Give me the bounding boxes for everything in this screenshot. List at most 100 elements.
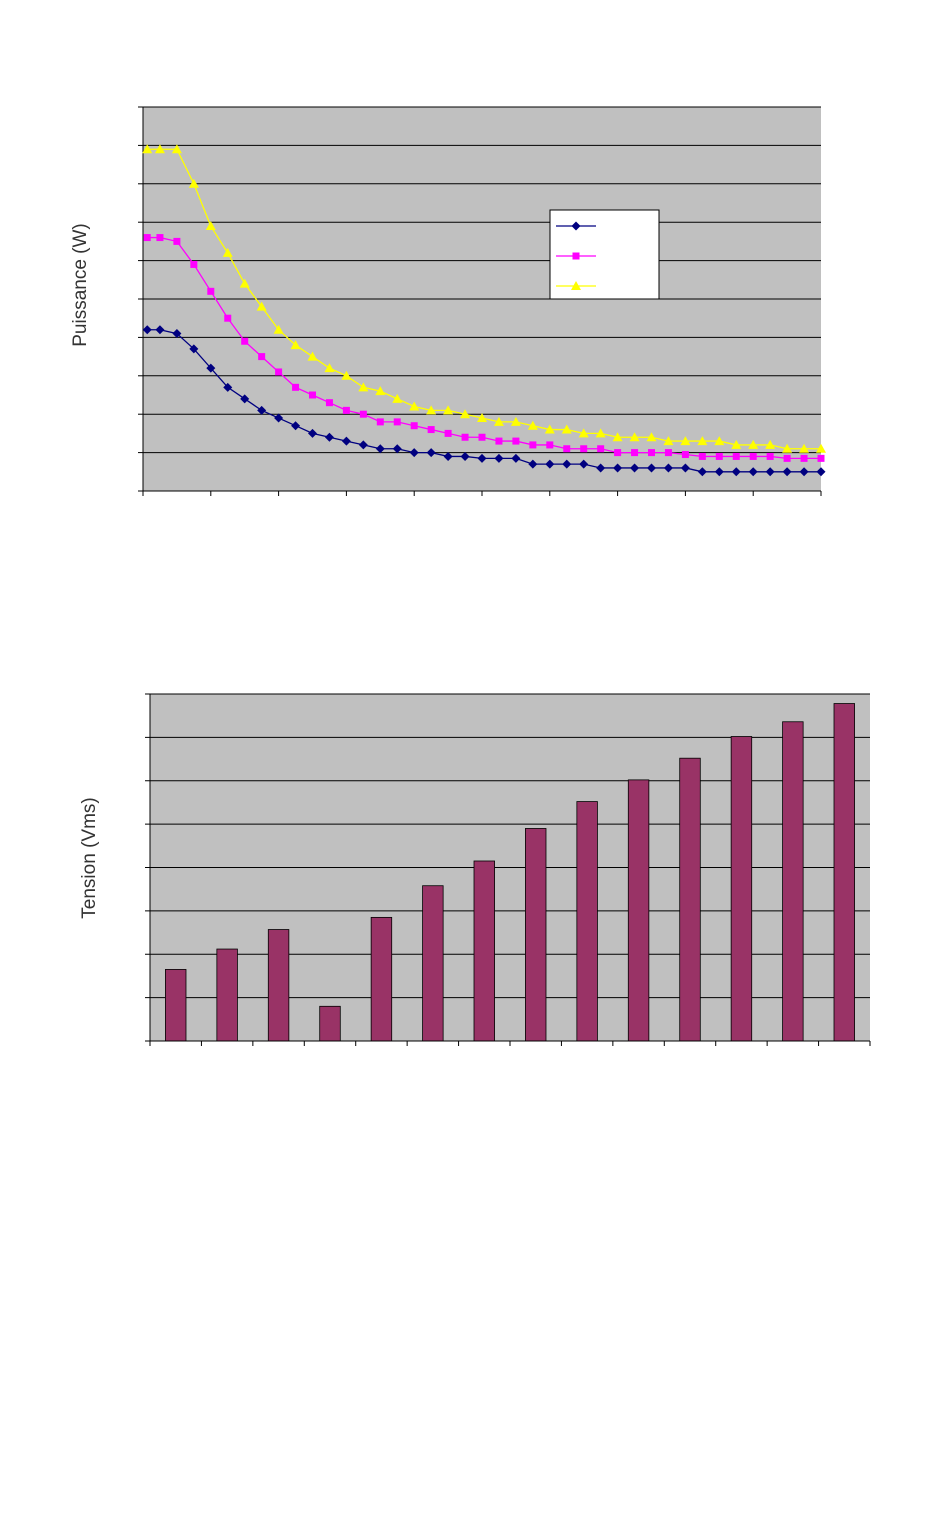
- chart1-data-point: [172, 329, 182, 339]
- chart1-series-2: [143, 234, 825, 462]
- chart1-data-point: [409, 401, 420, 411]
- chart1-data-point: [224, 314, 232, 322]
- chart1-data-point: [426, 405, 437, 415]
- chart1-data-point: [222, 247, 233, 257]
- chart1-data-point: [171, 144, 182, 154]
- chart1-data-point: [648, 449, 655, 457]
- chart1-data-point: [561, 424, 572, 434]
- chart1-data-point: [143, 234, 151, 242]
- chart1-data-point: [578, 428, 589, 438]
- chart1-data-point: [188, 178, 199, 188]
- chart1-data-point: [597, 445, 605, 453]
- chart1-data-point: [325, 399, 333, 407]
- chart1-data-point: [290, 340, 301, 350]
- chart1-data-point: [240, 394, 250, 404]
- chart1-series-1: [142, 325, 826, 477]
- chart2-bar: [782, 721, 804, 1042]
- chart1-data-point: [765, 439, 776, 449]
- chart1-data-point: [156, 234, 164, 242]
- chart1-data-point: [546, 441, 554, 449]
- chart1-data-point: [714, 467, 724, 477]
- chart1-data-point: [173, 237, 181, 245]
- chart1-data-point: [563, 445, 571, 453]
- chart1-data-point: [444, 429, 452, 437]
- chart1-data-point: [410, 422, 418, 430]
- chart1-data-point: [614, 449, 622, 457]
- chart1-data-point: [341, 370, 352, 380]
- chart2-bar: [216, 948, 238, 1042]
- chart2-bar: [473, 860, 495, 1042]
- chart1-data-point: [732, 452, 740, 460]
- chart1-data-point: [664, 449, 672, 457]
- chart1-data-point: [358, 382, 369, 392]
- chart1-data-point: [461, 433, 469, 441]
- chart1-data-point: [646, 432, 657, 442]
- chart1-data-point: [460, 451, 470, 461]
- chart1-data-point: [697, 467, 707, 477]
- chart1-data-point: [393, 418, 401, 426]
- chart1-data-point: [376, 418, 384, 426]
- chart1-data-point: [816, 443, 826, 453]
- chart1-data-point: [714, 436, 725, 446]
- chart2-bar: [576, 801, 598, 1042]
- chart1-data-point: [409, 448, 419, 458]
- chart1-data-point: [663, 436, 674, 446]
- chart1-data-point: [460, 409, 471, 419]
- chart1-data-point: [783, 454, 791, 462]
- chart1-data-point: [155, 325, 165, 335]
- chart1-data-point: [359, 410, 367, 418]
- chart1-data-point: [443, 451, 453, 461]
- chart1-data-point: [580, 445, 588, 453]
- chart1-data-point: [324, 432, 334, 442]
- power-line-chart: Puissance (W): [70, 106, 826, 496]
- chart1-data-point: [256, 301, 267, 311]
- chart1-data-point: [715, 452, 723, 460]
- chart1-legend-entries: [556, 221, 596, 290]
- chart1-data-point: [816, 467, 826, 477]
- chart1-data-point: [477, 453, 487, 463]
- chart1-data-point: [562, 459, 572, 469]
- chart1-data-point: [274, 413, 284, 423]
- chart1-data-point: [494, 453, 504, 463]
- chart1-legend-marker: [571, 281, 581, 290]
- chart1-data-point: [392, 444, 402, 454]
- chart1-data-point: [190, 260, 198, 268]
- chart1-data-point: [291, 421, 301, 431]
- chart2-bar: [422, 885, 444, 1042]
- chart1-data-point: [275, 368, 283, 376]
- chart1-data-point: [241, 337, 249, 345]
- chart1-data-point: [647, 463, 656, 473]
- chart1-data-point: [273, 324, 284, 334]
- chart1-data-point: [358, 440, 368, 450]
- chart1-data-point: [142, 144, 153, 154]
- chart1-data-point: [748, 467, 758, 477]
- chart1-data-point: [307, 351, 318, 361]
- chart1-data-point: [527, 420, 538, 430]
- chart1-series: [142, 144, 826, 477]
- chart1-data-point: [205, 221, 216, 231]
- chart1-data-point: [427, 426, 435, 434]
- chart1-data-point: [680, 463, 690, 473]
- chart1-data-point: [510, 416, 521, 426]
- chart1-data-point: [663, 463, 673, 473]
- chart1-series-3: [142, 144, 826, 453]
- chart1-legend-entry: [556, 281, 596, 290]
- chart1-data-point: [189, 344, 199, 354]
- chart1-axes: [138, 106, 822, 496]
- chart1-legend-marker: [572, 252, 580, 260]
- chart1-data-point: [544, 424, 555, 434]
- chart1-legend-box: [549, 209, 660, 300]
- chart1-data-point: [631, 449, 639, 457]
- chart1-data-point: [324, 363, 335, 373]
- chart1-data-point: [749, 452, 757, 460]
- chart2-bars: [165, 703, 855, 1042]
- chart1-data-point: [748, 439, 759, 449]
- chart1-data-point: [426, 448, 436, 458]
- chart2-bar: [833, 703, 855, 1042]
- chart1-data-point: [493, 416, 504, 426]
- chart1-data-point: [681, 451, 689, 459]
- chart1-data-point: [154, 144, 165, 154]
- chart1-data-point: [731, 467, 741, 477]
- chart1-legend-entry: [556, 221, 596, 231]
- chart1-data-point: [206, 363, 216, 373]
